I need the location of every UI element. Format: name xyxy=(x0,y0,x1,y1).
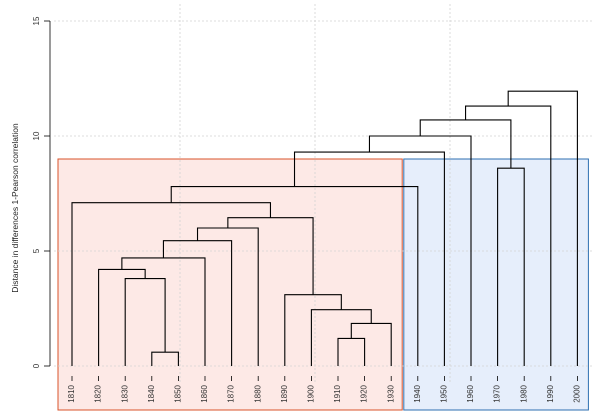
x-tick-label: 1940 xyxy=(413,384,422,402)
grid xyxy=(54,4,592,382)
y-axis-label: Distance in differences 1-Pearson correl… xyxy=(10,123,20,293)
y-axis: 0 5 10 15 xyxy=(32,16,51,368)
x-tick-label: 1980 xyxy=(519,384,528,402)
x-tick-label: 1970 xyxy=(493,384,502,402)
x-tick-label: 1920 xyxy=(360,384,369,402)
x-tick-label: 1870 xyxy=(227,384,236,402)
x-tick-label: 1900 xyxy=(307,384,316,402)
y-tick-label: 10 xyxy=(32,131,41,140)
x-tick-label: 1990 xyxy=(546,384,555,402)
x-tick-label: 1930 xyxy=(386,384,395,402)
x-tick-label: 2000 xyxy=(573,384,582,402)
x-tick-labels: 1810 1820 1830 1840 1850 1860 1870 1880 1890 1900… xyxy=(67,376,582,403)
x-tick-label: 1830 xyxy=(120,384,129,402)
x-tick-label: 1890 xyxy=(280,384,289,402)
x-tick-label: 1850 xyxy=(174,384,183,402)
y-tick-label: 5 xyxy=(32,248,41,253)
cluster-box-2 xyxy=(403,158,589,411)
x-tick-label: 1810 xyxy=(67,384,76,402)
x-tick-label: 1820 xyxy=(94,384,103,402)
cluster-boxes xyxy=(57,158,589,411)
branch-merge xyxy=(507,90,578,366)
y-tick-label: 15 xyxy=(32,16,41,25)
x-tick-label: 1840 xyxy=(147,384,156,402)
x-tick-label: 1880 xyxy=(253,384,262,402)
y-tick-label: 0 xyxy=(32,363,41,368)
dendrogram-branches xyxy=(71,90,578,366)
x-tick-label: 1860 xyxy=(200,384,209,402)
x-tick-label: 1910 xyxy=(333,384,342,402)
x-tick-label: 1960 xyxy=(466,384,475,402)
x-tick-label: 1950 xyxy=(440,384,449,402)
cluster-box-1 xyxy=(57,158,403,411)
